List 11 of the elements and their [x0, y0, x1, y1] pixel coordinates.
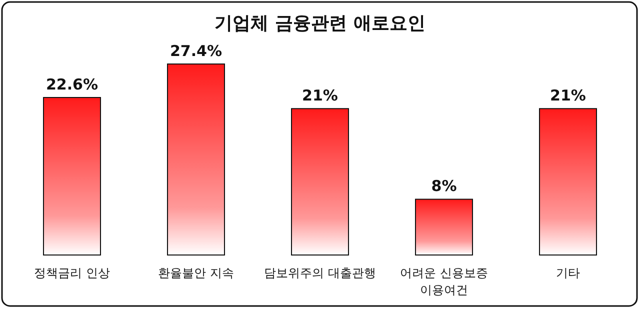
data-label: 21% [302, 86, 338, 105]
data-label: 22.6% [46, 75, 98, 94]
x-tick-label: 환율불안 지속 [158, 266, 234, 280]
data-label: 27.4% [170, 42, 222, 60]
x-tick-label: 어려운 신용보증 이용여건 [400, 266, 488, 297]
data-label: 8% [431, 177, 457, 196]
x-tick-label: 담보위주의 대출관행 [264, 266, 376, 280]
data-label: 21% [550, 86, 586, 105]
x-tick-label: 기타 [556, 266, 580, 280]
chart-title: 기업체 금융관련 애로요인 [214, 13, 426, 34]
x-tick-label: 정책금리 인상 [34, 266, 110, 280]
